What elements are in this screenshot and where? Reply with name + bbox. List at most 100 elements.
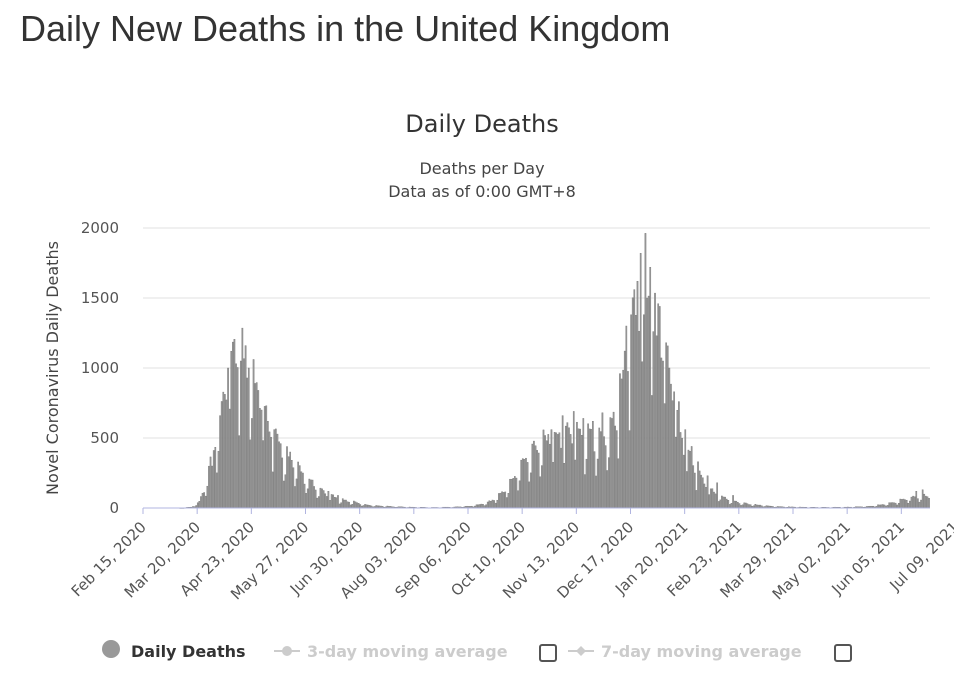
bar-daily-deaths[interactable] [267,421,269,509]
bar-daily-deaths[interactable] [523,459,526,509]
bar-daily-deaths[interactable] [572,411,575,509]
bar-daily-deaths[interactable] [496,499,499,509]
bar-daily-deaths[interactable] [536,450,538,509]
bar-daily-deaths[interactable] [703,483,706,509]
bar-daily-deaths[interactable] [243,358,245,509]
bar-daily-deaths[interactable] [687,449,690,509]
bar-daily-deaths[interactable] [727,500,730,509]
bar-daily-deaths[interactable] [295,478,298,509]
bar-daily-deaths[interactable] [716,482,718,509]
bar-daily-deaths[interactable] [654,292,656,509]
bar-daily-deaths[interactable] [730,503,733,509]
bar-daily-deaths[interactable] [289,451,292,509]
bar-daily-deaths[interactable] [623,350,626,509]
bar-daily-deaths[interactable] [665,342,667,509]
bar-daily-deaths[interactable] [748,504,750,509]
bar-daily-deaths[interactable] [547,434,550,509]
bar-daily-deaths[interactable] [209,456,212,509]
bar-daily-deaths[interactable] [918,501,921,509]
bar-daily-deaths[interactable] [679,432,682,509]
bar-daily-deaths[interactable] [501,491,503,509]
bar-daily-deaths[interactable] [593,451,596,509]
bar-daily-deaths[interactable] [353,500,355,509]
bar-daily-deaths[interactable] [673,391,675,509]
bar-daily-deaths[interactable] [724,496,726,509]
bar-daily-deaths[interactable] [198,501,201,509]
bar-daily-deaths[interactable] [580,435,583,509]
bar-daily-deaths[interactable] [925,495,927,509]
bar-daily-deaths[interactable] [655,335,658,509]
bar-daily-deaths[interactable] [549,443,551,509]
bar-daily-deaths[interactable] [649,267,652,509]
bar-daily-deaths[interactable] [201,492,204,509]
bar-daily-deaths[interactable] [651,395,653,509]
bar-daily-deaths[interactable] [711,488,714,509]
bar-daily-deaths[interactable] [529,472,532,509]
legend-item-3-day-moving-average[interactable]: 3-day moving average [274,642,508,661]
bar-daily-deaths[interactable] [478,504,481,509]
bar-daily-deaths[interactable] [643,314,645,509]
bar-daily-deaths[interactable] [507,493,510,509]
bar-daily-deaths[interactable] [682,454,685,509]
bar-daily-deaths[interactable] [332,494,335,509]
bar-daily-deaths[interactable] [628,430,631,509]
bar-daily-deaths[interactable] [612,411,615,509]
bar-daily-deaths[interactable] [488,500,491,509]
bar-daily-deaths[interactable] [706,475,709,509]
bar-daily-deaths[interactable] [204,495,207,509]
bar-daily-deaths[interactable] [545,440,548,509]
bar-daily-deaths[interactable] [477,504,479,509]
bar-daily-deaths[interactable] [635,315,637,509]
bar-daily-deaths[interactable] [666,345,669,509]
bar-daily-deaths[interactable] [928,498,930,509]
bar-daily-deaths[interactable] [725,498,728,509]
bar-daily-deaths[interactable] [738,503,741,509]
bar-daily-deaths[interactable] [607,457,610,509]
bar-daily-deaths[interactable] [708,494,710,509]
bar-daily-deaths[interactable] [926,496,929,509]
bar-daily-deaths[interactable] [531,443,534,509]
bar-daily-deaths[interactable] [528,481,530,509]
bar-daily-deaths[interactable] [255,382,258,509]
bar-daily-deaths[interactable] [920,499,922,509]
bar-daily-deaths[interactable] [735,500,738,509]
bar-daily-deaths[interactable] [917,498,919,509]
bar-daily-deaths[interactable] [913,496,916,509]
bar-daily-deaths[interactable] [595,475,597,509]
bar-daily-deaths[interactable] [354,501,357,509]
bar-daily-deaths[interactable] [622,369,624,509]
bar-daily-deaths[interactable] [714,493,717,509]
bar-daily-deaths[interactable] [217,450,220,509]
bar-daily-deaths[interactable] [268,431,271,509]
bar-daily-deaths[interactable] [606,470,609,509]
bar-daily-deaths[interactable] [286,446,288,509]
bar-daily-deaths[interactable] [219,415,221,509]
bar-daily-deaths[interactable] [324,493,327,509]
bar-daily-deaths[interactable] [539,476,542,509]
bar-daily-deaths[interactable] [745,502,747,509]
toggle-checkbox-3-day[interactable] [539,644,557,662]
bar-daily-deaths[interactable] [359,504,362,509]
bar-daily-deaths[interactable] [346,501,349,509]
bar-daily-deaths[interactable] [498,493,500,509]
bar-daily-deaths[interactable] [681,437,683,509]
bar-daily-deaths[interactable] [563,463,566,509]
bar-daily-deaths[interactable] [211,465,213,509]
bar-daily-deaths[interactable] [518,480,521,509]
bar-daily-deaths[interactable] [737,502,739,509]
bar-daily-deaths[interactable] [499,492,502,509]
bar-daily-deaths[interactable] [520,459,523,509]
bar-daily-deaths[interactable] [732,495,734,509]
bar-daily-deaths[interactable] [686,471,688,509]
bar-daily-deaths[interactable] [241,327,244,509]
bar-daily-deaths[interactable] [577,428,580,509]
bar-daily-deaths[interactable] [733,500,736,509]
bar-daily-deaths[interactable] [251,418,253,509]
bar-daily-deaths[interactable] [603,436,605,509]
bar-daily-deaths[interactable] [303,483,306,509]
bar-daily-deaths[interactable] [364,504,366,509]
bar-daily-deaths[interactable] [517,490,519,509]
bar-daily-deaths[interactable] [668,367,671,509]
bar-daily-deaths[interactable] [225,399,228,509]
bar-daily-deaths[interactable] [604,445,607,509]
